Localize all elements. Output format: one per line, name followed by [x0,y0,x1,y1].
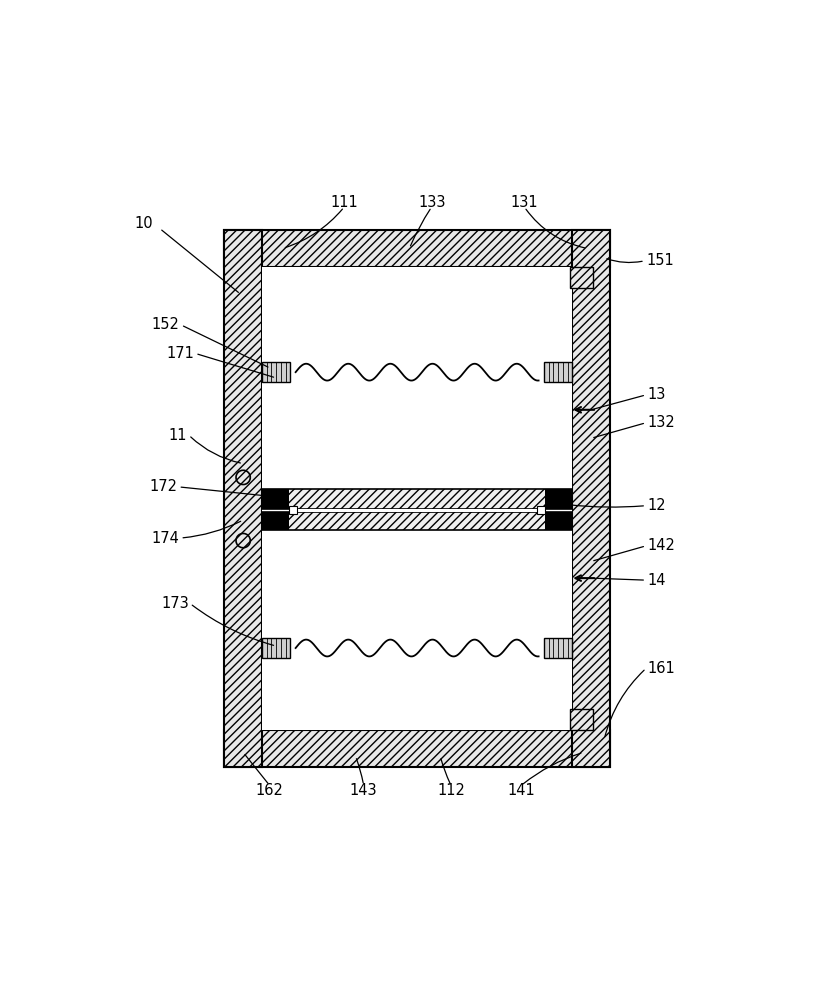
Text: 133: 133 [418,195,446,210]
Text: 112: 112 [437,783,465,798]
Bar [543,362,573,382]
Text: 172: 172 [149,479,177,494]
Text: 132: 132 [647,415,675,430]
Bar [224,230,609,267]
Text: 151: 151 [646,253,674,268]
Bar [543,638,573,658]
Bar [573,230,609,767]
Bar [262,512,573,530]
Bar [289,506,297,514]
Bar [538,506,545,514]
Text: 162: 162 [256,783,283,798]
Text: 171: 171 [166,346,194,361]
Bar [570,267,593,288]
Bar [262,267,573,730]
Text: 14: 14 [647,573,666,588]
Bar [224,230,262,767]
Bar [262,489,573,509]
Text: 111: 111 [330,195,358,210]
Bar [262,512,289,530]
Text: 152: 152 [151,317,179,332]
Bar [224,730,609,767]
Text: 10: 10 [134,216,153,231]
Text: 131: 131 [511,195,538,210]
Text: 142: 142 [647,538,675,553]
Bar [262,362,290,382]
Text: 143: 143 [349,783,378,798]
Text: 174: 174 [151,531,179,546]
Bar [545,489,573,509]
Text: 161: 161 [647,661,675,676]
Text: 141: 141 [507,783,535,798]
Bar [262,489,289,509]
Bar [545,512,573,530]
Text: 11: 11 [169,428,187,443]
Bar [262,638,290,658]
Bar [289,509,545,512]
Text: 13: 13 [647,387,665,402]
Text: 12: 12 [647,498,666,513]
Bar [570,709,593,730]
Text: 173: 173 [161,596,189,611]
